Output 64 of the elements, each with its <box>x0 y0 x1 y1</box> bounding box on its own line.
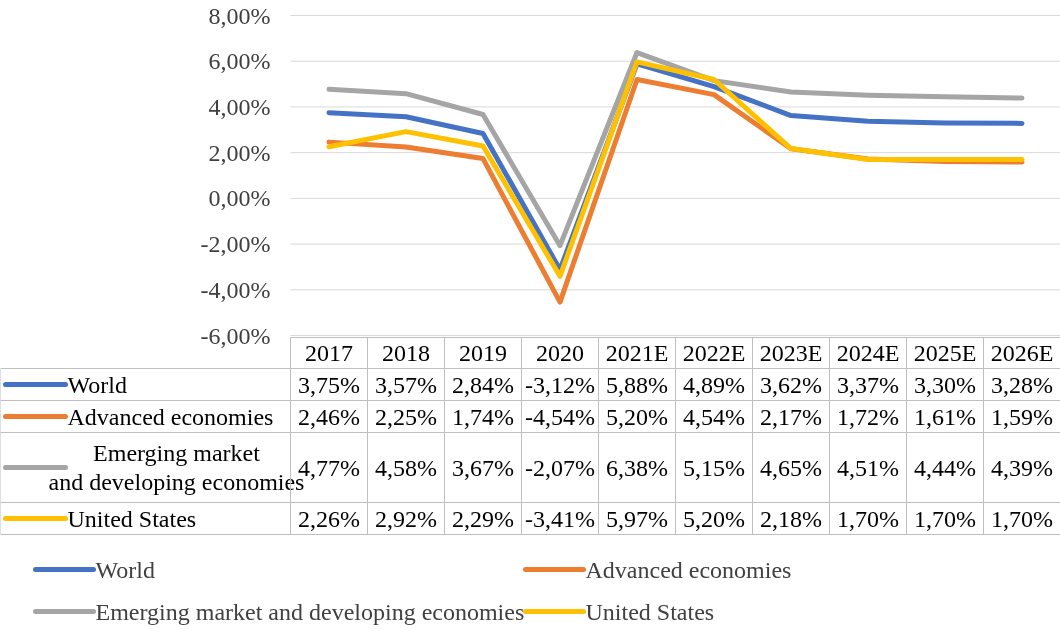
y-tick-label: -4,00% <box>200 276 271 303</box>
legend-label: World <box>67 371 127 398</box>
data-label: 2,17% <box>760 403 822 430</box>
data-label: 5,20% <box>606 403 668 430</box>
legend-label: Advanced economies <box>67 403 274 430</box>
legend-label: United States <box>67 505 197 532</box>
data-label: 2,46% <box>298 403 360 430</box>
x-tick-label: 2022E <box>682 340 746 366</box>
data-label: 4,51% <box>837 454 899 481</box>
data-label: 2,92% <box>375 505 437 532</box>
y-tick-label: 2,00% <box>208 139 271 166</box>
data-label: 5,20% <box>683 505 745 532</box>
data-label: 3,62% <box>760 371 822 398</box>
data-label: 4,44% <box>914 454 976 481</box>
data-label: -2,07% <box>525 454 595 481</box>
data-label: -3,12% <box>525 371 595 398</box>
data-label: 4,65% <box>760 454 822 481</box>
data-label: 1,70% <box>991 505 1053 532</box>
data-label: -3,41% <box>525 505 595 532</box>
data-label: 1,70% <box>837 505 899 532</box>
x-tick-label: 2021E <box>605 340 669 366</box>
data-label: 2,25% <box>375 403 437 430</box>
text: Emerging market and developing economies <box>95 598 525 625</box>
data-label: 1,70% <box>914 505 976 532</box>
data-label: 1,61% <box>914 403 976 430</box>
x-tick-label: 2025E <box>913 340 977 366</box>
data-label: 5,97% <box>606 505 668 532</box>
x-tick-label: 2017 <box>305 339 353 366</box>
data-label: 4,39% <box>991 454 1053 481</box>
y-tick-label: 8,00% <box>208 2 271 29</box>
y-tick-label: 0,00% <box>208 185 271 212</box>
y-tick-label: -6,00% <box>200 322 271 349</box>
x-tick-label: 2019 <box>459 339 507 366</box>
data-label: 3,28% <box>991 371 1053 398</box>
data-label: 4,89% <box>683 371 745 398</box>
data-label: 1,59% <box>991 403 1053 430</box>
x-tick-label: 2018 <box>382 339 430 366</box>
x-tick-label: 2023E <box>759 340 823 366</box>
data-label: 1,72% <box>837 403 899 430</box>
data-label: 4,58% <box>375 454 437 481</box>
data-label: 1,74% <box>452 403 514 430</box>
data-label: 5,88% <box>606 371 668 398</box>
data-label: 2,18% <box>760 505 822 532</box>
data-label: 3,30% <box>914 371 976 398</box>
y-tick-label: -2,00% <box>200 231 271 258</box>
text: World <box>95 556 155 583</box>
data-label: 6,38% <box>606 454 668 481</box>
data-label: 3,67% <box>452 454 514 481</box>
data-label: 2,26% <box>298 505 360 532</box>
data-label: -4,54% <box>525 403 595 430</box>
data-label: 3,75% <box>298 371 360 398</box>
data-label: 2,84% <box>452 371 514 398</box>
x-tick-label: 2020 <box>536 339 584 366</box>
text: United States <box>585 598 715 625</box>
data-label: 2,29% <box>452 505 514 532</box>
x-tick-label: 2026E <box>990 340 1054 366</box>
data-label: 4,54% <box>683 403 745 430</box>
data-label: 5,15% <box>683 454 745 481</box>
text: Advanced economies <box>585 556 792 583</box>
data-label: 3,37% <box>837 371 899 398</box>
data-label: 3,57% <box>375 371 437 398</box>
x-tick-label: 2024E <box>836 340 900 366</box>
y-tick-label: 6,00% <box>208 48 271 75</box>
y-tick-label: 4,00% <box>208 93 271 120</box>
